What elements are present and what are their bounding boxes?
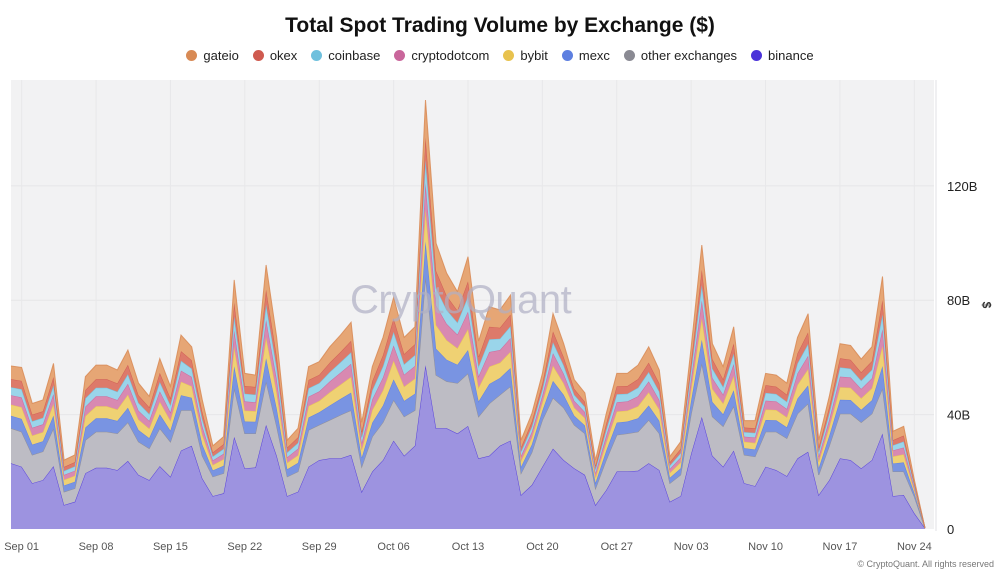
x-tick-label: Sep 15 (153, 541, 188, 553)
x-tick-label: Oct 06 (377, 541, 409, 553)
legend-item-okex[interactable]: okex (252, 48, 298, 63)
area-binance (11, 365, 925, 529)
copyright-footer: © CryptoQuant. All rights reserved (857, 559, 994, 569)
legend-item-cryptodotcom[interactable]: cryptodotcom (394, 48, 489, 63)
legend-label: okex (269, 48, 298, 63)
y-tick-label: 80B (947, 293, 970, 308)
legend-dot-icon (186, 50, 198, 61)
legend-dot-icon (751, 50, 763, 61)
legend-item-gateio[interactable]: gateio (186, 48, 239, 63)
x-tick-label: Nov 24 (897, 541, 932, 553)
legend-label: bybit (520, 48, 548, 63)
legend-label: gateio (203, 48, 239, 63)
legend-dot-icon (394, 50, 406, 61)
legend-dot-icon (623, 50, 635, 61)
area-other-exchanges (11, 276, 925, 529)
legend-label: cryptodotcom (411, 48, 490, 63)
legend-label: binance (768, 48, 814, 63)
legend-item-coinbase[interactable]: coinbase (311, 48, 380, 63)
legend-item-mexc[interactable]: mexc (561, 48, 610, 63)
y-tick-label: 0 (947, 522, 954, 537)
x-tick-label: Sep 29 (302, 541, 337, 553)
legend-label: coinbase (328, 48, 381, 63)
x-tick-label: Oct 13 (452, 541, 484, 553)
x-tick-label: Sep 22 (227, 541, 262, 553)
x-tick-label: Sep 08 (79, 541, 114, 553)
legend-dot-icon (252, 50, 264, 61)
legend: gateio okex coinbase cryptodotcom bybit mexc o… (0, 48, 1000, 63)
x-tick-label: Oct 20 (526, 541, 558, 553)
x-tick-label: Nov 10 (748, 541, 783, 553)
legend-label: other exchanges (640, 48, 738, 63)
line-gateio (10, 99, 926, 529)
x-tick-label: Nov 17 (823, 541, 858, 553)
legend-item-other-exchanges[interactable]: other exchanges (623, 48, 738, 63)
y-tick-label: 40B (947, 408, 970, 423)
x-tick-label: Nov 03 (674, 541, 709, 553)
x-tick-label: Sep 01 (4, 541, 39, 553)
legend-item-binance[interactable]: binance (751, 48, 814, 63)
legend-label: mexc (578, 48, 610, 63)
x-tick-label: Oct 27 (601, 541, 633, 553)
y-tick-label: 120B (947, 179, 977, 194)
legend-dot-icon (503, 50, 515, 61)
chart-title: Total Spot Trading Volume by Exchange ($… (285, 14, 715, 37)
legend-dot-icon (311, 50, 323, 61)
legend-item-bybit[interactable]: bybit (503, 48, 548, 63)
legend-dot-icon (561, 50, 573, 61)
